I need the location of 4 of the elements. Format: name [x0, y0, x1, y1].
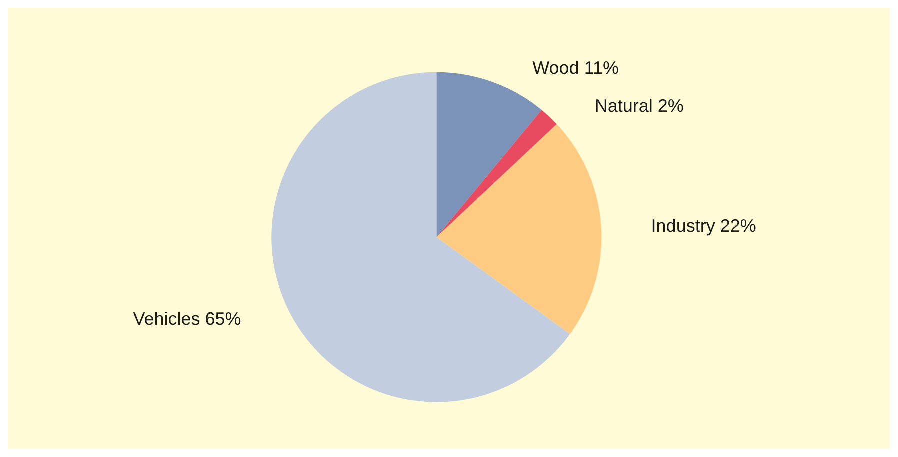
- slice-label: Wood 11%: [532, 58, 620, 78]
- slice-label: Vehicles 65%: [133, 309, 242, 330]
- slice-label: Natural 2%: [594, 96, 684, 116]
- slice-label: Industry 22%: [651, 216, 756, 236]
